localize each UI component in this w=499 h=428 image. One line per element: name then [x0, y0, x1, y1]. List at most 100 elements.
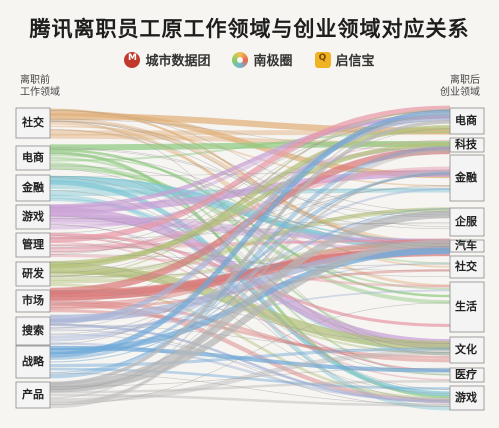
flow-link	[49, 149, 451, 409]
right-node-box	[449, 154, 485, 202]
flow-link-minor	[49, 215, 451, 344]
right-node-box	[449, 137, 485, 153]
right-node-label: 文化	[455, 343, 477, 356]
flow-link	[49, 108, 451, 278]
flow-link	[49, 182, 451, 248]
flow-link	[49, 380, 451, 394]
right-node-label: 科技	[455, 138, 477, 151]
left-node-box	[15, 261, 51, 287]
right-node-label: 游戏	[455, 391, 477, 404]
left-node-box	[15, 174, 51, 202]
left-node-label: 搜索	[22, 324, 44, 337]
right-node-box	[449, 367, 485, 383]
flow-link	[49, 269, 451, 310]
source-city-data: 城市数据团	[124, 50, 210, 69]
left-node-box	[15, 145, 51, 171]
flow-link	[49, 393, 451, 407]
flow-link	[49, 238, 451, 309]
right-node-label: 电商	[455, 114, 477, 127]
left-node-box	[15, 289, 51, 313]
flow-link-minor	[49, 289, 451, 344]
flow-link-minor	[49, 120, 451, 356]
flow-link	[49, 333, 451, 399]
flow-link-minor	[49, 119, 451, 152]
left-node-label: 社交	[22, 116, 44, 129]
right-axis-title: 离职后 创业领域	[440, 75, 480, 99]
flow-link-minor	[49, 117, 451, 305]
source-name: 启信宝	[335, 54, 375, 69]
flow-link	[49, 263, 451, 351]
flow-link-minor	[49, 147, 451, 216]
source-qixinbao: 启信宝	[314, 50, 375, 69]
flow-group	[49, 105, 451, 411]
flow-link-minor	[49, 329, 451, 408]
flow-link	[49, 167, 451, 290]
flow-link-minor	[49, 110, 451, 213]
flow-link-minor	[49, 110, 451, 249]
right-node-box	[449, 107, 485, 135]
flow-link-minor	[49, 129, 451, 245]
flow-link-minor	[49, 172, 451, 391]
left-node-box	[15, 345, 51, 379]
left-node-box	[15, 204, 51, 230]
right-node-box	[449, 336, 485, 364]
flow-link	[49, 114, 451, 325]
left-node-box	[15, 107, 51, 139]
left-node-box	[15, 316, 51, 346]
flow-link-minor	[49, 174, 451, 335]
right-node-label: 生活	[455, 300, 477, 313]
flow-link-minor	[49, 116, 451, 255]
flow-link	[49, 347, 451, 368]
flow-link	[49, 109, 451, 358]
right-axis-line2: 创业领域	[440, 87, 480, 98]
flow-link-minor	[49, 245, 451, 278]
flow-link	[49, 140, 451, 151]
flow-link-minor	[49, 148, 451, 218]
flow-link-minor	[49, 264, 451, 277]
flow-link	[49, 145, 451, 379]
flow-link	[49, 120, 451, 386]
source-nanjiquan: 南极圈	[232, 50, 293, 69]
flow-link	[49, 112, 451, 399]
nanjiquan-logo-icon	[232, 51, 249, 68]
left-axis-line1: 离职前	[20, 75, 50, 86]
flow-link-minor	[49, 190, 451, 390]
left-node-label: 游戏	[22, 210, 44, 223]
flow-link	[49, 239, 451, 247]
flow-link-minor	[49, 224, 451, 402]
right-node-label: 企服	[455, 215, 477, 228]
flow-link-minor	[49, 262, 451, 394]
left-node-label: 研发	[22, 267, 44, 280]
left-node-label: 电商	[22, 151, 44, 164]
right-node-box	[449, 207, 485, 237]
flow-link-minor	[49, 186, 451, 253]
right-node-box	[449, 281, 485, 333]
flow-link-minor	[49, 235, 451, 376]
left-node-label: 市场	[22, 294, 44, 307]
flow-link	[49, 166, 451, 253]
left-node-label: 战略	[22, 355, 44, 368]
left-node-label: 管理	[22, 238, 44, 251]
flow-link-minor	[49, 115, 451, 329]
flow-link-minor	[49, 111, 451, 274]
flow-link	[49, 208, 451, 363]
left-node-box	[15, 232, 51, 258]
right-node-box	[449, 385, 485, 411]
chart-title: 腾讯离职员工原工作领域与创业领域对应关系	[29, 17, 470, 41]
left-node-label: 产品	[22, 388, 44, 401]
right-node-box	[449, 239, 485, 253]
flow-link-minor	[49, 153, 451, 251]
flow-link	[49, 187, 451, 342]
left-axis-line2: 工作领域	[20, 87, 60, 98]
flow-link	[49, 299, 451, 363]
flow-link-minor	[49, 120, 451, 247]
source-name: 南极圈	[253, 54, 293, 69]
right-node-label: 医疗	[455, 368, 477, 381]
left-node-label: 金融	[22, 181, 44, 194]
qixinbao-logo-icon	[314, 51, 331, 68]
right-node-box	[449, 255, 485, 279]
flow-link-minor	[49, 302, 451, 405]
flow-link	[49, 169, 451, 213]
flow-link	[49, 323, 451, 404]
